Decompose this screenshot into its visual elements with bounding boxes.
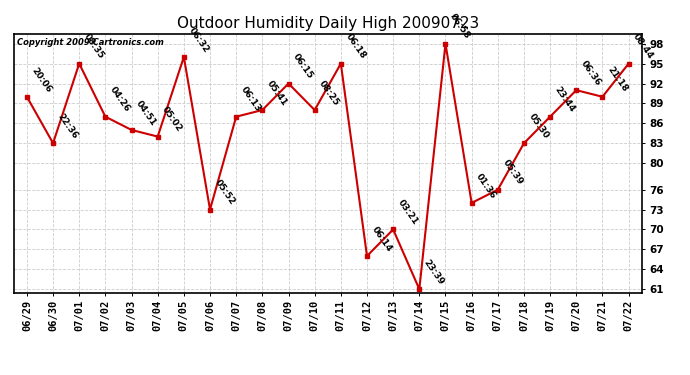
Title: Outdoor Humidity Daily High 20090723: Outdoor Humidity Daily High 20090723 (177, 16, 479, 31)
Text: 05:41: 05:41 (265, 79, 289, 107)
Text: 06:58: 06:58 (448, 12, 472, 41)
Text: 06:13: 06:13 (239, 86, 263, 114)
Text: 06:14: 06:14 (370, 225, 393, 253)
Text: 21:18: 21:18 (605, 65, 629, 94)
Text: 06:18: 06:18 (344, 32, 367, 61)
Text: 20:06: 20:06 (30, 66, 53, 94)
Text: 05:02: 05:02 (161, 105, 184, 134)
Text: 03:21: 03:21 (396, 198, 420, 227)
Text: 23:39: 23:39 (422, 258, 446, 286)
Text: 05:30: 05:30 (526, 112, 551, 141)
Text: 04:26: 04:26 (108, 85, 132, 114)
Text: 05:52: 05:52 (213, 178, 237, 207)
Text: Copyright 2009 Cartronics.com: Copyright 2009 Cartronics.com (17, 38, 164, 46)
Text: 01:36: 01:36 (475, 172, 498, 200)
Text: 05:39: 05:39 (500, 158, 524, 187)
Text: 06:15: 06:15 (291, 52, 315, 81)
Text: 08:44: 08:44 (631, 32, 656, 61)
Text: 04:51: 04:51 (135, 99, 158, 127)
Text: 06:36: 06:36 (579, 59, 603, 87)
Text: 08:25: 08:25 (317, 79, 341, 107)
Text: 22:36: 22:36 (56, 112, 79, 141)
Text: 06:32: 06:32 (186, 26, 210, 54)
Text: 23:44: 23:44 (553, 85, 577, 114)
Text: 08:35: 08:35 (82, 32, 106, 61)
